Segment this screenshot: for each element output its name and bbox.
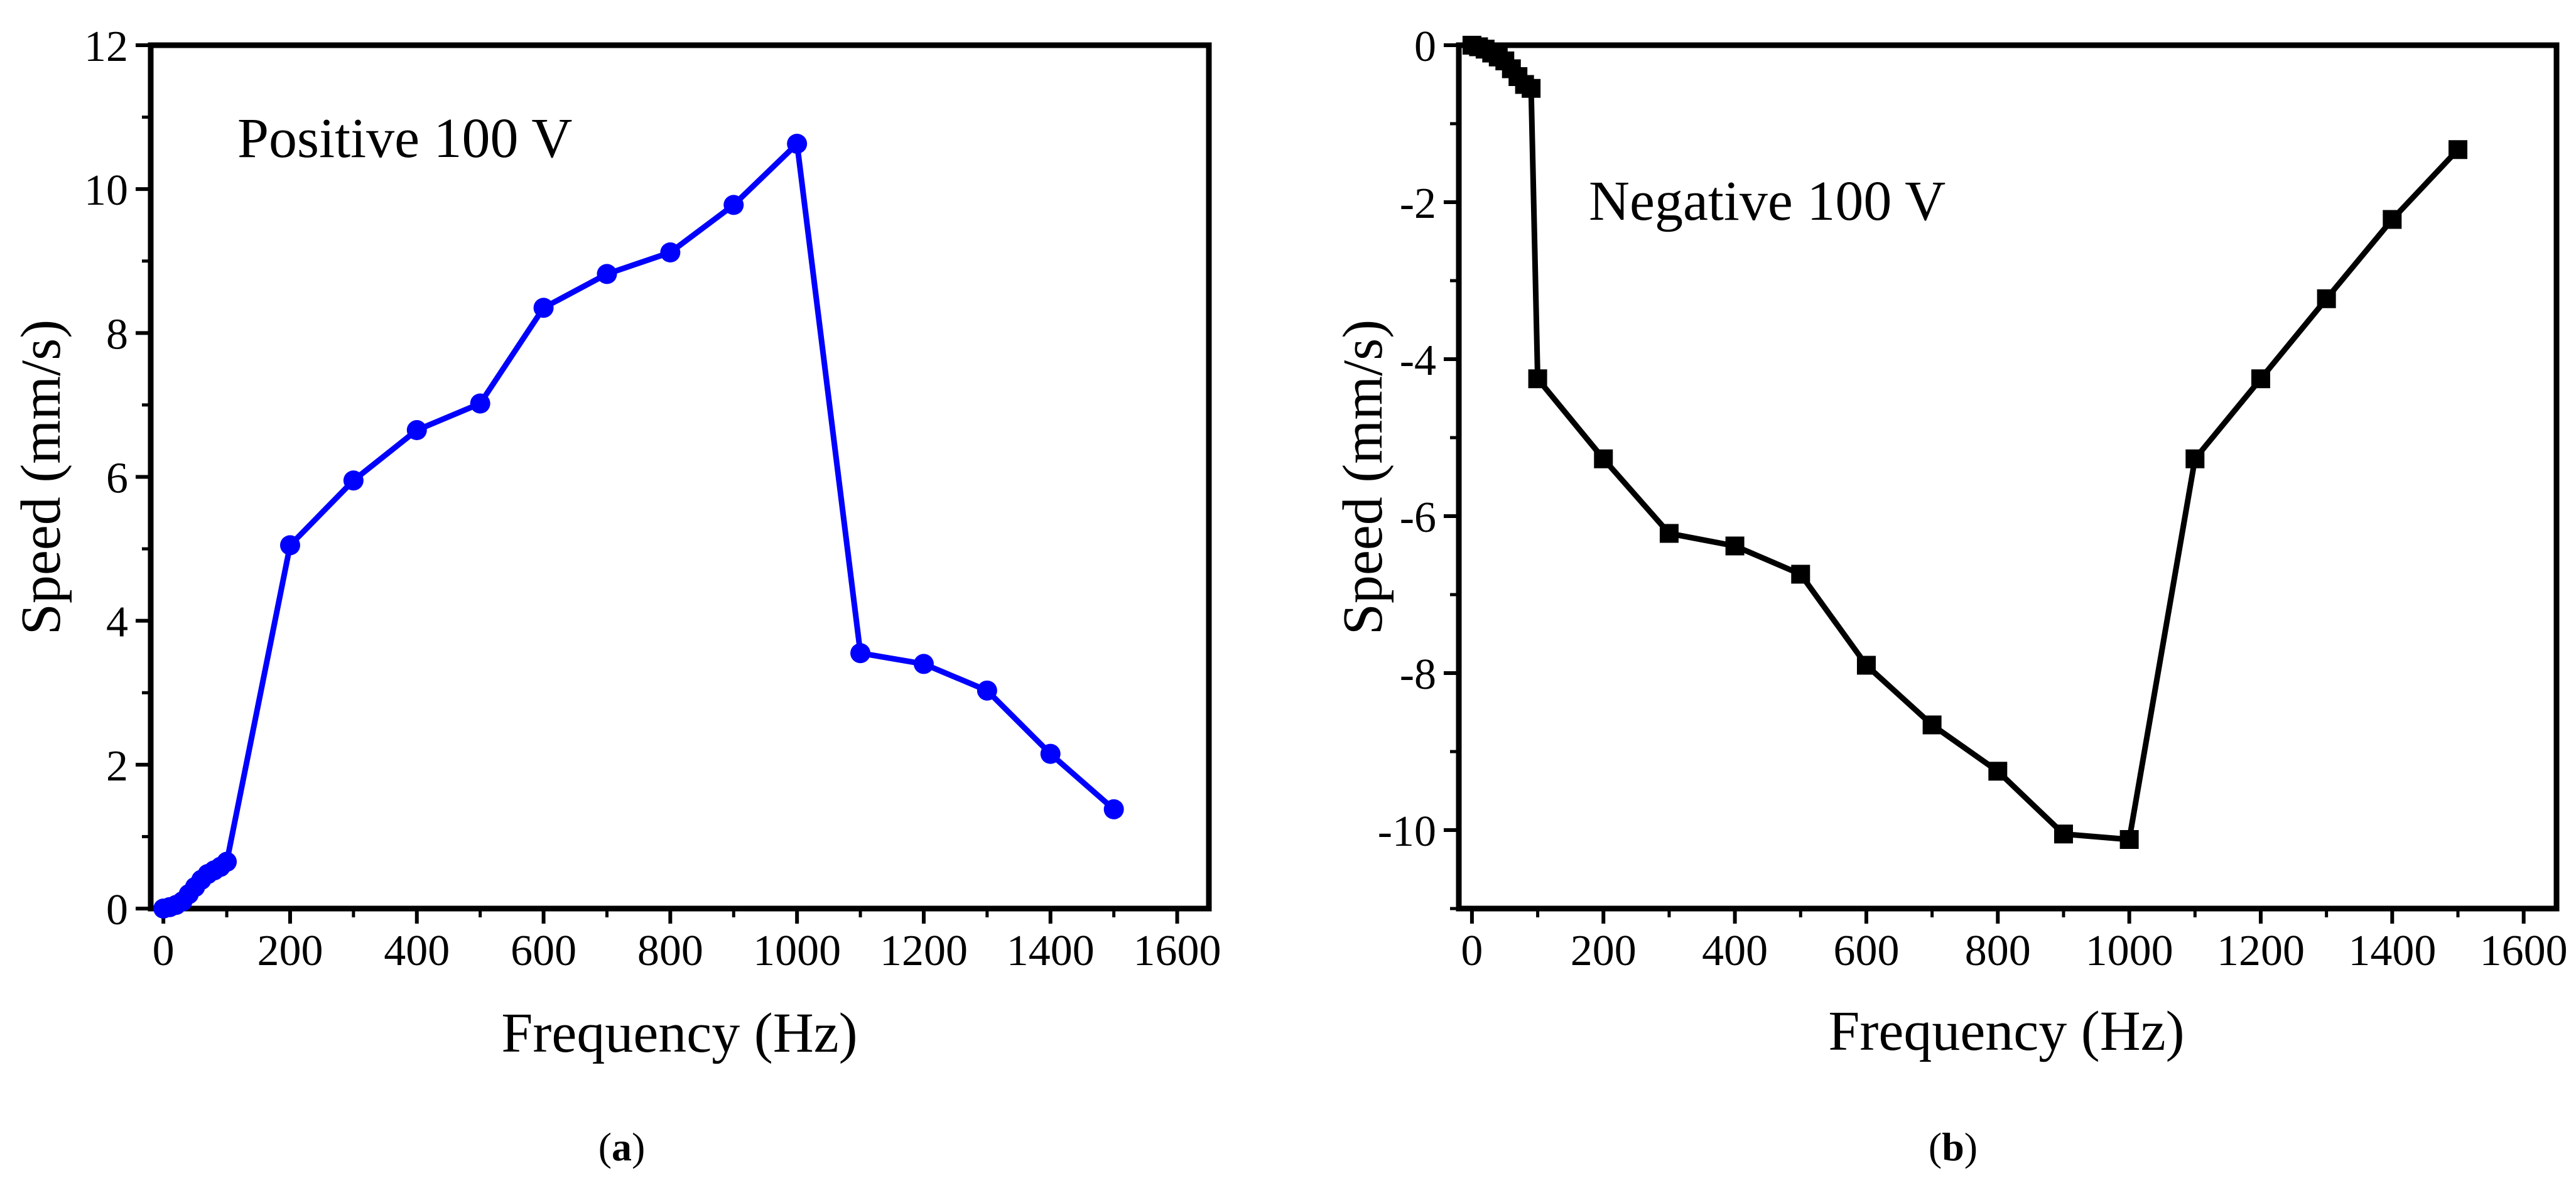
panel-b-xtick-label: 400 <box>1702 927 1768 975</box>
panel-a-series <box>153 133 1124 919</box>
panel-a-data-point <box>217 851 237 872</box>
panel-a-label: (a) <box>598 1125 646 1169</box>
panel-b-data-point <box>1522 78 1541 98</box>
panel-a-ytick-label: 2 <box>106 742 128 791</box>
panel-a-annotation: Positive 100 V <box>237 107 572 170</box>
panel-b-xtick-label: 600 <box>1833 927 1899 975</box>
panel-b-data-point <box>1659 524 1679 543</box>
panel-b-xtick-label: 1400 <box>2348 927 2436 975</box>
panel-b-data-point <box>1528 369 1547 389</box>
panel-b-xtick-label: 1600 <box>2480 927 2568 975</box>
panel-b-data-point <box>2185 449 2205 468</box>
panel-a-xtick-label: 200 <box>257 927 323 975</box>
panel-a-data-point <box>787 133 808 154</box>
panel-b-annotation: Negative 100 V <box>1589 170 1946 232</box>
panel-b-ytick-label: 0 <box>1414 23 1436 71</box>
panel-a-data-point <box>850 643 871 664</box>
panel-b-data-point <box>1988 762 2008 781</box>
panel-b-xtick-label: 200 <box>1571 927 1637 975</box>
panel-b-xtick-label: 1200 <box>2217 927 2305 975</box>
panel-a-xtick-label: 800 <box>637 927 703 975</box>
panel-b-ylabel: Speed (mm/s) <box>1332 320 1394 635</box>
panel-b-series-line <box>1471 42 2460 843</box>
panel-b-xtick-label: 800 <box>1965 927 2031 975</box>
panel-b-data-point <box>2383 210 2402 229</box>
panel-a-xtick-label: 1000 <box>753 927 841 975</box>
panel-a-series-line <box>163 141 1116 912</box>
panel-b-frame <box>1456 42 2560 912</box>
panel-a-frame <box>148 42 1212 912</box>
panel-b-data-point <box>2119 830 2139 849</box>
panel-a-ytick-label: 6 <box>106 455 128 503</box>
panel-a-label-letter: a <box>612 1125 632 1169</box>
panel-a-ticks: 0 200 400 600 800 1000 1200 1400 1600 0 2 4 6 8 10 12 <box>84 23 1221 975</box>
panel-a-data-point <box>913 654 934 674</box>
panel-a-data-point <box>1103 799 1124 819</box>
panel-b-data-point <box>2317 289 2336 308</box>
panel-a-ytick-label: 8 <box>106 310 128 359</box>
panel-a-xtick-label: 0 <box>153 927 175 975</box>
panel-a-xlabel: Frequency (Hz) <box>501 1002 857 1064</box>
panel-b-data-point <box>1791 564 1810 584</box>
panel-a-data-point <box>660 242 681 262</box>
panel-b-label-letter: b <box>1942 1125 1964 1169</box>
panel-a-data-point <box>470 393 490 414</box>
panel-a-xtick-label: 1200 <box>880 927 968 975</box>
panel-a-data-point <box>1040 743 1061 764</box>
panel-b-data-point <box>2054 824 2073 844</box>
panel-b-data-point <box>1856 656 1876 675</box>
panel-b-series <box>1462 36 2467 849</box>
panel-b-data-point <box>1725 536 1745 556</box>
panel-a-xtick-label: 400 <box>384 927 450 975</box>
panel-b-ytick-label: -4 <box>1400 337 1436 385</box>
panel-b-xtick-label: 0 <box>1461 927 1483 975</box>
panel-a-data-point <box>977 680 997 701</box>
panel-b-label: (b) <box>1929 1125 1978 1169</box>
panel-a-xtick-label: 1400 <box>1007 927 1095 975</box>
panel-a-xtick-label: 600 <box>511 927 576 975</box>
panel-a-data-point <box>343 470 364 491</box>
panel-a-data-point <box>597 264 617 284</box>
panel-b-ytick-label: -6 <box>1400 494 1436 542</box>
panel-b-xlabel: Frequency (Hz) <box>1828 1000 2184 1062</box>
panel-a: 0 200 400 600 800 1000 1200 1400 1600 0 2 4 6 8 10 12 P… <box>10 23 1221 1169</box>
panel-b-ticks: 0 200 400 600 800 1000 1200 1400 1600 0 -2 -4 -6 -8 -1… <box>1378 23 2568 975</box>
panel-b-data-point <box>2251 369 2270 389</box>
panel-a-ytick-label: 12 <box>84 23 128 71</box>
panel-b-data-point <box>1594 449 1613 468</box>
panel-a-ytick-label: 10 <box>84 166 128 215</box>
panel-a-data-point <box>533 298 554 318</box>
panel-a-data-point <box>723 195 744 215</box>
panel-a-data-point <box>279 535 300 556</box>
panel-b-data-point <box>2448 140 2467 159</box>
panel-a-ytick-label: 0 <box>106 886 128 934</box>
panel-a-ytick-label: 4 <box>106 598 128 647</box>
panel-a-xtick-label: 1600 <box>1134 927 1221 975</box>
panel-b-ytick-label: -8 <box>1400 650 1436 699</box>
panel-b-xtick-label: 1000 <box>2086 927 2173 975</box>
panel-a-ylabel: Speed (mm/s) <box>10 320 72 635</box>
panel-b-data-point <box>1922 715 1942 735</box>
panel-b: 0 200 400 600 800 1000 1200 1400 1600 0 -2 -4 -6 -8 -1… <box>1332 23 2568 1169</box>
panel-b-ytick-label: -10 <box>1378 807 1436 856</box>
panel-a-data-point <box>406 420 427 441</box>
panel-b-ytick-label: -2 <box>1400 180 1436 228</box>
